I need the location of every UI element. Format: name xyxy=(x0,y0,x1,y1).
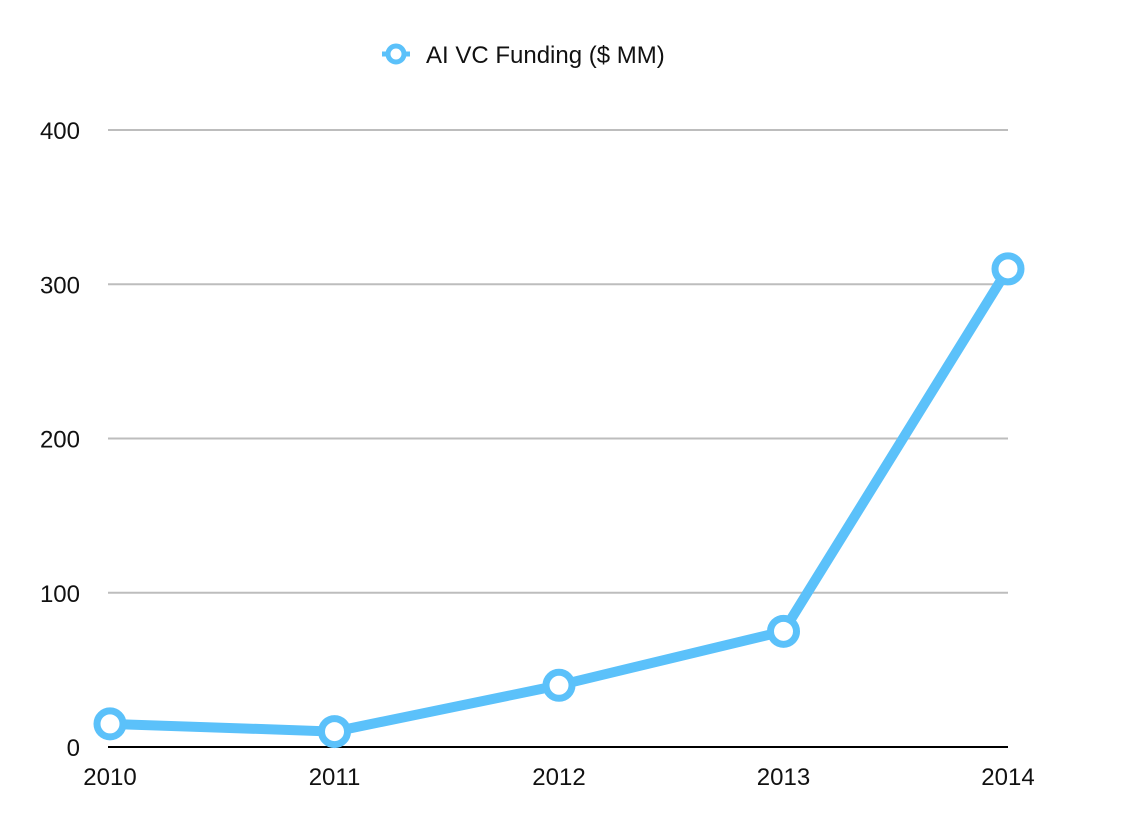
data-point xyxy=(318,715,351,749)
y-tick-label: 100 xyxy=(40,581,80,608)
y-tick-label: 0 xyxy=(67,735,80,762)
data-point xyxy=(542,668,576,702)
data-point xyxy=(93,707,127,741)
x-tick-label: 2012 xyxy=(532,764,585,791)
x-axis-tick-labels: 2010 2011 2012 2013 2014 xyxy=(83,764,1034,791)
data-point xyxy=(991,252,1025,286)
y-tick-label: 300 xyxy=(40,272,80,299)
y-axis-tick-labels: 0 100 200 300 400 xyxy=(40,118,80,762)
series-line xyxy=(105,263,1013,737)
chart-legend: AI VC Funding ($ MM) xyxy=(382,42,665,69)
chart-series xyxy=(93,252,1025,749)
y-tick-label: 200 xyxy=(40,427,80,454)
legend-label: AI VC Funding ($ MM) xyxy=(426,42,665,69)
y-tick-label: 400 xyxy=(40,118,80,145)
legend-marker-icon xyxy=(385,43,407,65)
x-tick-label: 2010 xyxy=(83,764,136,791)
x-tick-label: 2014 xyxy=(981,764,1034,791)
gridlines xyxy=(108,129,1008,594)
x-tick-label: 2011 xyxy=(309,764,361,791)
data-point xyxy=(767,614,800,648)
x-tick-label: 2013 xyxy=(757,764,810,791)
